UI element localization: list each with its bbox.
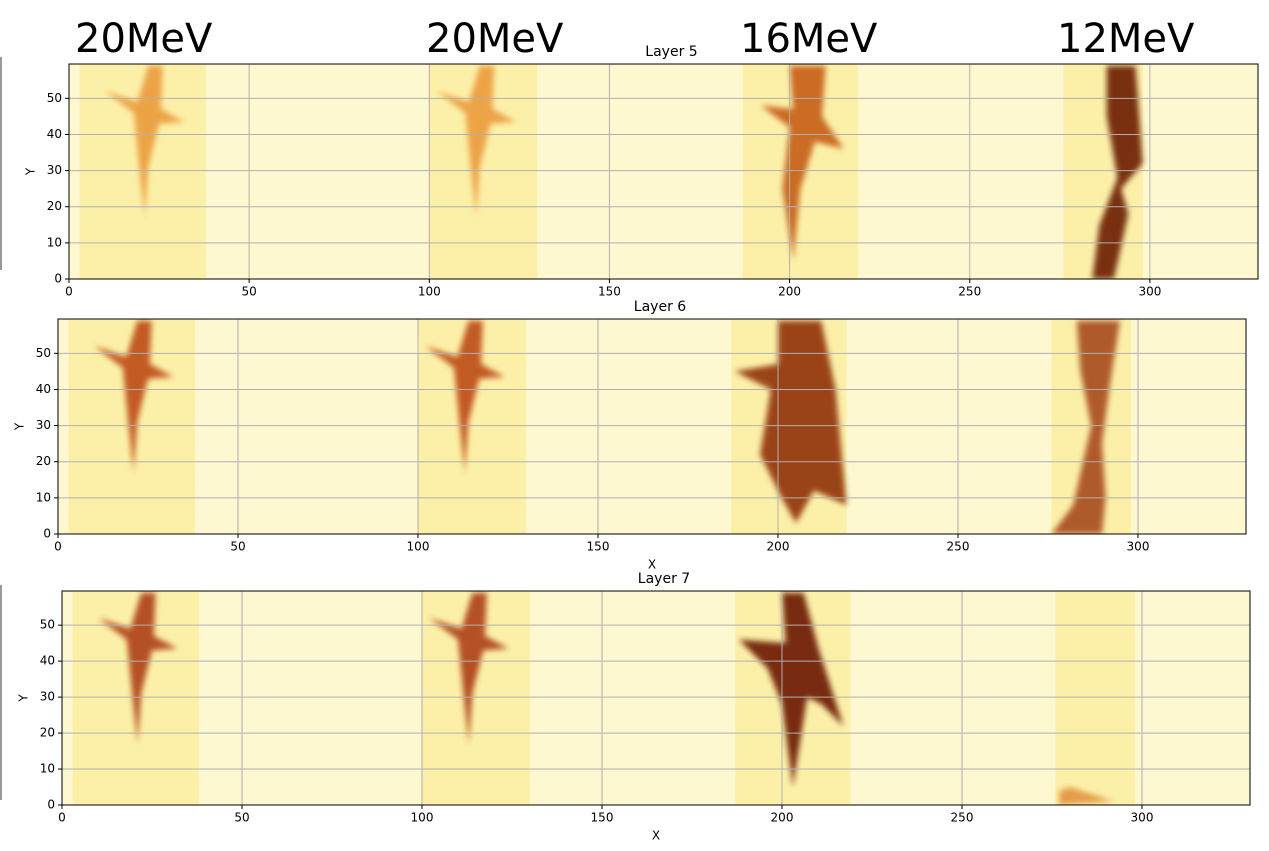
y-tick-label: 30 [40, 690, 55, 704]
y-tick-label: 10 [36, 490, 51, 504]
x-tick-label: 50 [234, 811, 249, 825]
y-tick-label: 10 [47, 235, 62, 249]
heat-blob [436, 65, 516, 218]
x-tick-label: 0 [65, 285, 73, 299]
energy-label: 20MeV [426, 16, 564, 62]
panel-title: Layer 5 [645, 44, 697, 60]
x-tick-label: 300 [1138, 285, 1161, 299]
panel-title: Layer 7 [638, 571, 690, 587]
y-tick-label: 50 [47, 91, 62, 105]
y-tick-label: 40 [40, 654, 55, 668]
heat-blob [429, 592, 509, 744]
plot-frame [61, 590, 1251, 806]
x-tick-label: 100 [407, 540, 430, 554]
x-tick-label: 250 [951, 811, 974, 825]
x-tick-label: 250 [947, 540, 970, 554]
plot-frame [57, 318, 1247, 535]
panel: 0 50 100 150 200 250 300 0 10 20 30 40 50 Layer 7 X Y [17, 571, 1251, 843]
x-tick-label: 300 [1127, 540, 1150, 554]
panel-title: Layer 6 [634, 299, 686, 315]
y-tick-label: 0 [47, 798, 55, 812]
y-tick-label: 10 [40, 762, 55, 776]
y-axis-label: Y [17, 694, 31, 703]
plot-frame [68, 63, 1259, 280]
y-tick-label: 30 [47, 163, 62, 177]
y-tick-label: 20 [47, 199, 62, 213]
x-tick-label: 300 [1131, 811, 1154, 825]
x-tick-label: 200 [767, 540, 790, 554]
x-axis-label: X [648, 558, 656, 572]
energy-label: 20MeV [75, 16, 213, 62]
x-tick-label: 100 [418, 285, 441, 299]
y-tick-label: 20 [40, 726, 55, 740]
x-tick-label: 50 [230, 540, 245, 554]
heat-blob [94, 320, 174, 473]
y-tick-label: 50 [36, 346, 51, 360]
x-tick-label: 250 [958, 285, 981, 299]
x-tick-label: 200 [778, 285, 801, 299]
x-tick-label: 0 [58, 811, 66, 825]
y-tick-label: 0 [54, 272, 62, 286]
heat-blob [105, 65, 185, 218]
x-tick-label: 150 [591, 811, 614, 825]
y-tick-label: 40 [36, 382, 51, 396]
x-tick-label: 150 [598, 285, 621, 299]
y-tick-label: 20 [36, 454, 51, 468]
y-tick-label: 50 [40, 618, 55, 632]
beam-band [1055, 591, 1135, 805]
panel: 0 50 100 150 200 250 300 0 10 20 30 40 50 Layer 6 X Y [13, 299, 1247, 572]
y-axis-label: Y [24, 167, 38, 176]
heat-blob [760, 65, 844, 261]
heat-blob [1092, 65, 1143, 279]
x-axis-label: X [652, 829, 660, 843]
x-tick-label: 50 [242, 285, 257, 299]
x-tick-label: 100 [411, 811, 434, 825]
energy-label: 12MeV [1057, 16, 1195, 62]
heat-blob [1051, 320, 1120, 534]
panel: 0 50 100 150 200 250 300 0 10 20 30 40 50 Layer 5 Y [24, 44, 1259, 299]
x-tick-label: 0 [54, 540, 62, 554]
energy-label: 16MeV [740, 16, 878, 62]
y-tick-label: 30 [36, 418, 51, 432]
heat-blob [738, 592, 844, 788]
heat-blob [1059, 787, 1114, 805]
y-tick-label: 40 [47, 127, 62, 141]
x-tick-label: 150 [587, 540, 610, 554]
heat-blob [425, 320, 505, 473]
x-tick-label: 200 [771, 811, 794, 825]
heat-blob [98, 592, 178, 744]
heat-blob [734, 320, 847, 524]
y-axis-label: Y [13, 422, 27, 431]
y-tick-label: 0 [43, 527, 51, 541]
